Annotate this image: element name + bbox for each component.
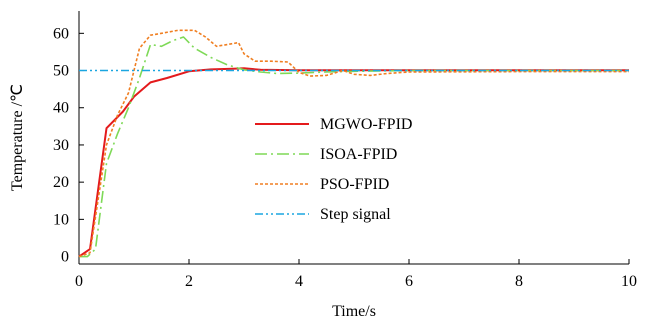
legend-label: PSO-FPID <box>320 176 389 193</box>
series-line-pso-fpid <box>78 29 629 258</box>
x-tick-label: 4 <box>295 273 303 290</box>
legend: MGWO-FPID ISOA-FPID PSO-FPID Step signal <box>255 116 412 223</box>
y-tick-label: 20 <box>53 174 69 191</box>
y-tick-label: 10 <box>53 211 69 228</box>
ticks: 0 2 4 6 8 10 0 10 20 30 40 50 60 <box>53 25 637 290</box>
y-tick-label: 60 <box>53 25 69 42</box>
y-tick-label: 30 <box>53 137 69 154</box>
x-axis-label: Time/s <box>332 303 376 320</box>
y-axis-label: Temperature /℃ <box>9 84 26 191</box>
legend-label: MGWO-FPID <box>320 116 412 133</box>
x-tick-label: 6 <box>405 273 413 290</box>
x-tick-label: 2 <box>185 273 193 290</box>
x-tick-label: 8 <box>515 273 523 290</box>
series-line-isoa-fpid <box>79 36 629 258</box>
legend-label: ISOA-FPID <box>320 146 397 163</box>
x-tick-label: 10 <box>621 273 637 290</box>
y-tick-label: 40 <box>53 100 69 117</box>
x-tick-label: 0 <box>75 273 83 290</box>
y-tick-label: 50 <box>53 63 69 80</box>
legend-label: Step signal <box>320 206 391 223</box>
axes <box>78 11 629 265</box>
y-tick-label: 0 <box>61 249 69 266</box>
series-layer <box>78 29 629 258</box>
